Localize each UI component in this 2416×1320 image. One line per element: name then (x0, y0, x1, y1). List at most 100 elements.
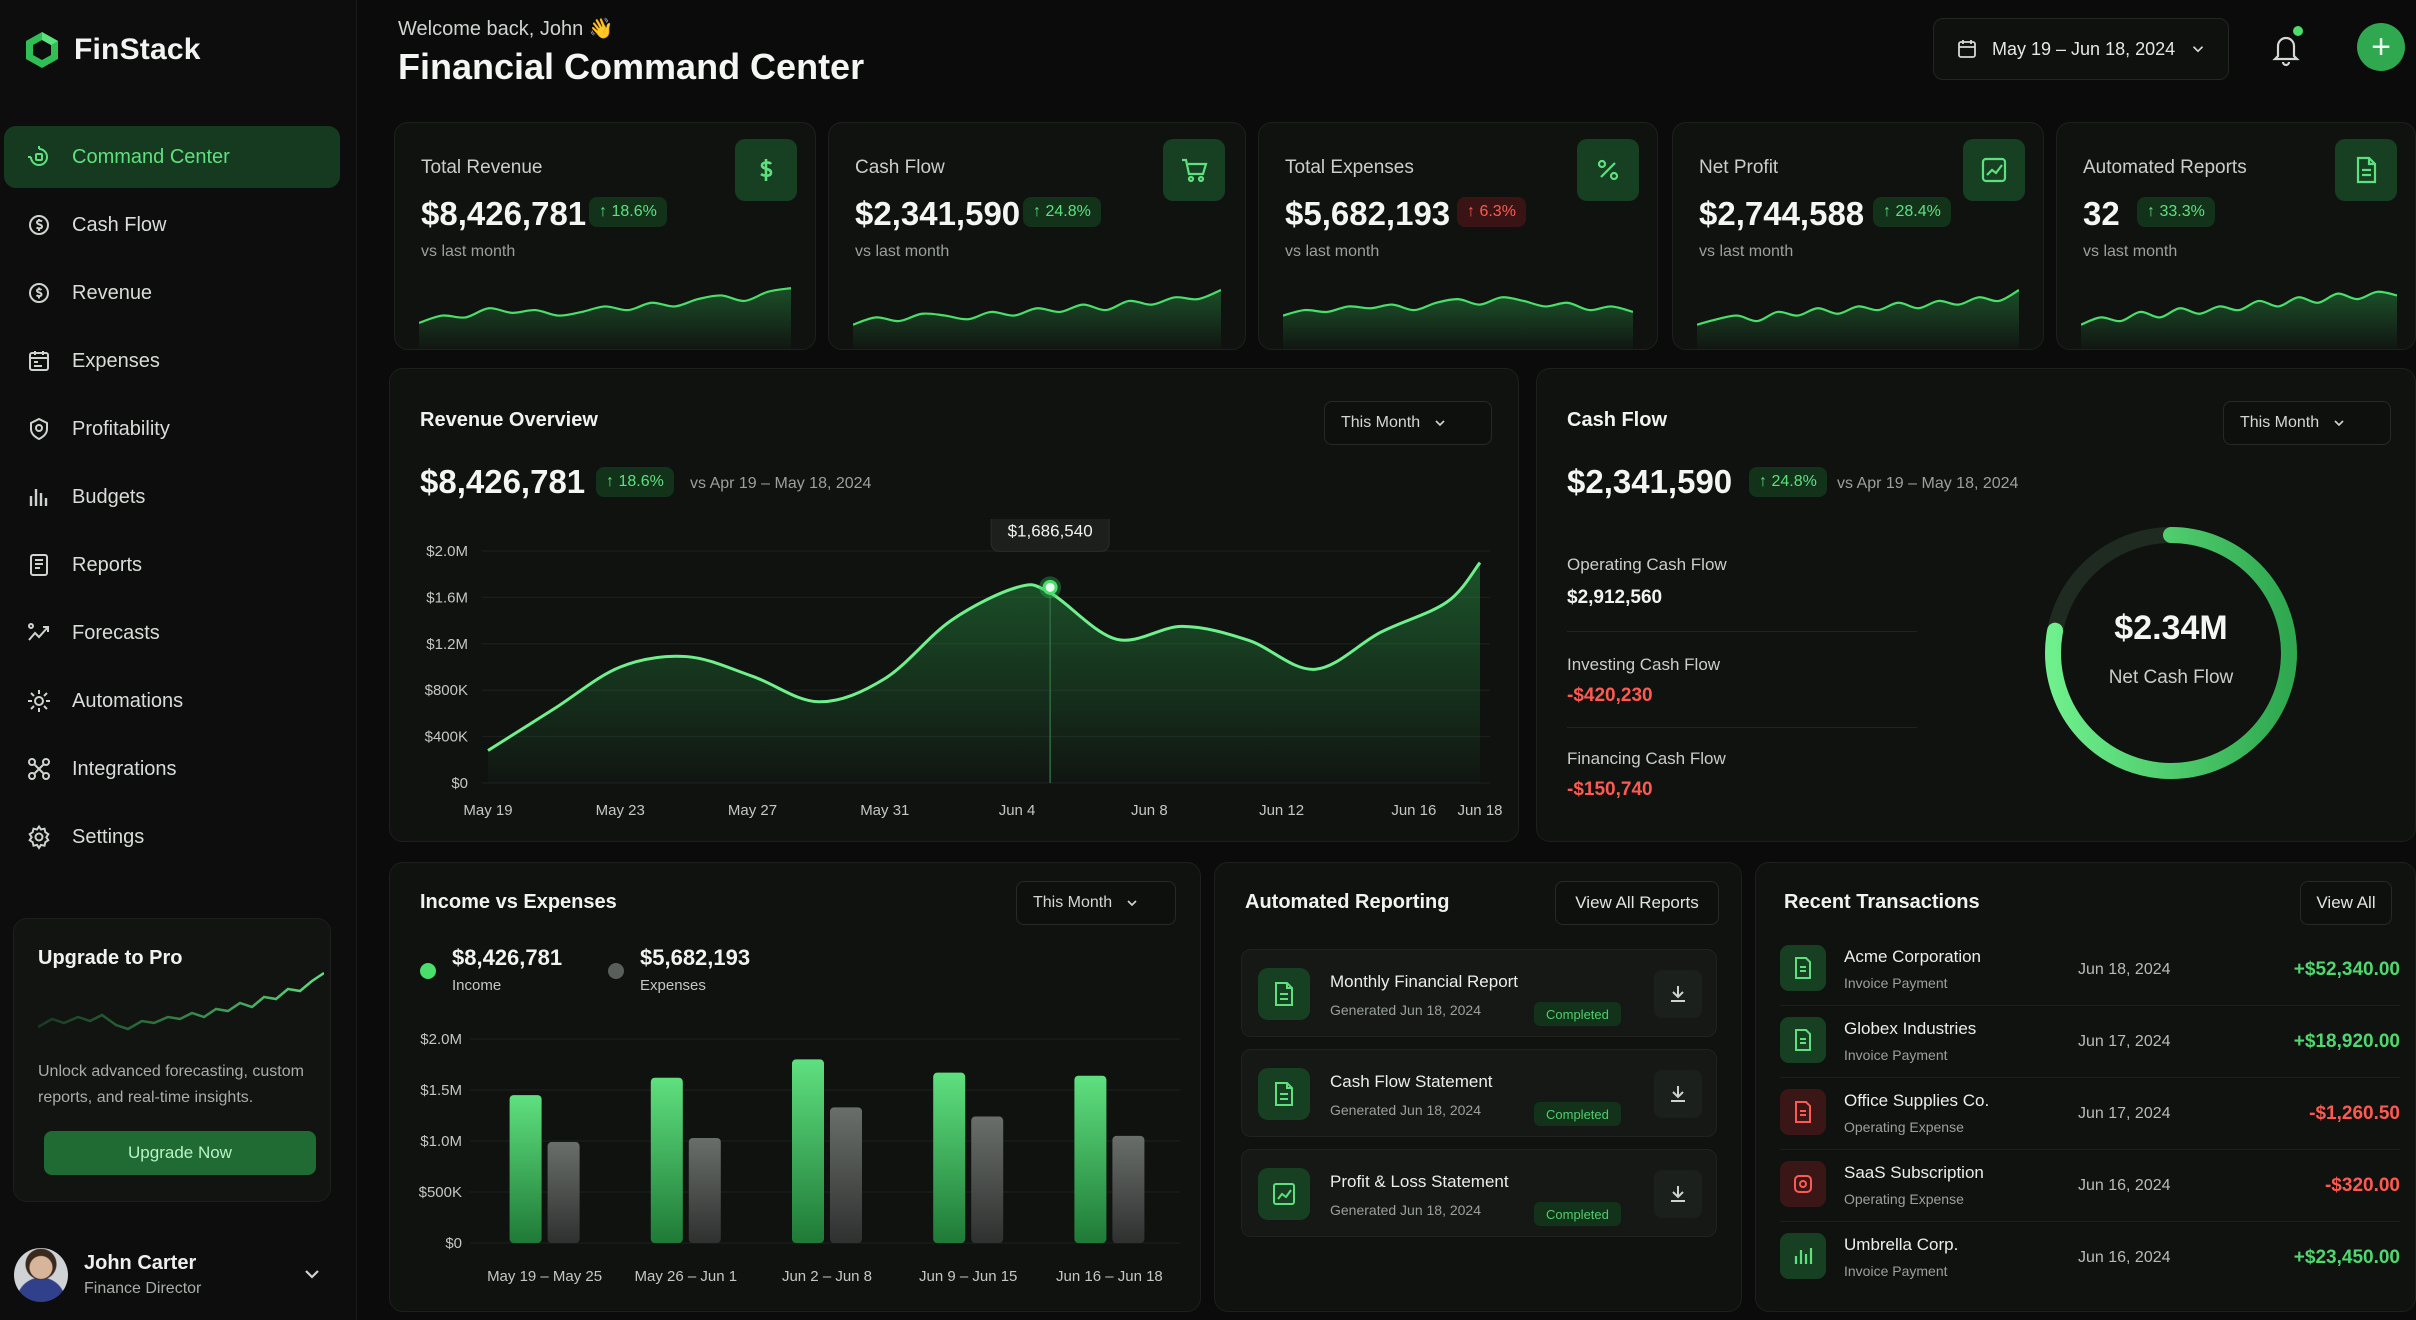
tx-date: Jun 18, 2024 (2078, 961, 2171, 978)
sidebar-item-forecasts[interactable]: Forecasts (4, 602, 340, 664)
y-tick-label: $2.0M (420, 1031, 462, 1048)
revenue-period-dropdown[interactable]: This Month (1324, 401, 1492, 445)
y-tick-label: $0 (445, 1235, 462, 1252)
sparkline-line (1697, 289, 2019, 326)
cash-flow-period-dropdown[interactable]: This Month (2223, 401, 2391, 445)
tx-date: Jun 16, 2024 (2078, 1249, 2171, 1266)
sidebar-item-cash-flow[interactable]: Cash Flow (4, 194, 340, 256)
kpi-sparkline (1283, 296, 1633, 349)
sidebar-item-revenue[interactable]: Revenue (4, 262, 340, 324)
x-tick-label: Jun 18 (1457, 802, 1502, 819)
kpi-card-cash-flow[interactable]: Cash Flow $2,341,590 ↑ 24.8% vs last mon… (828, 122, 1246, 350)
expenses-bar (830, 1107, 862, 1243)
upgrade-card: Upgrade to Pro Unlock advanced forecasti… (13, 918, 331, 1202)
kpi-value: $2,341,590 (855, 195, 1021, 232)
donut-center-value: $2.34M (2114, 609, 2228, 647)
tx-name: Office Supplies Co. (1844, 1091, 1990, 1110)
x-tick-label: Jun 2 – Jun 8 (782, 1268, 872, 1285)
y-tick-label: $1.2M (426, 636, 468, 653)
income-period-dropdown[interactable]: This Month (1016, 881, 1176, 925)
income-bar (933, 1072, 966, 1243)
download-button[interactable] (1654, 970, 1702, 1018)
upgrade-now-button[interactable]: Upgrade Now (44, 1131, 316, 1175)
x-tick-label: May 27 (728, 802, 777, 819)
sparkline-area (2081, 291, 2397, 349)
sidebar-item-expenses[interactable]: Expenses (4, 330, 340, 392)
sidebar-item-integrations[interactable]: Integrations (4, 738, 340, 800)
x-tick-label: Jun 4 (999, 802, 1036, 819)
sidebar-item-label: Cash Flow (72, 213, 167, 236)
automated-reporting-card: Automated Reporting View All Reports Mon… (1214, 862, 1742, 1312)
sidebar-item-label: Command Center (72, 145, 230, 168)
user-profile[interactable]: John Carter Finance Director (14, 1246, 334, 1306)
download-icon (1671, 1086, 1685, 1102)
revenue-area (488, 562, 1480, 783)
tx-date: Jun 17, 2024 (2078, 1033, 2171, 1050)
report-date: Generated Jun 18, 2024 (1330, 1202, 1482, 1218)
table-row[interactable]: Acme Corporation Invoice Payment Jun 18,… (1780, 933, 2400, 1003)
operating-cash-flow-label: Operating Cash Flow (1567, 555, 1727, 574)
download-icon (1671, 986, 1685, 1002)
table-row[interactable]: Office Supplies Co. Operating Expense Ju… (1780, 1077, 2400, 1147)
x-tick-label: Jun 8 (1131, 802, 1168, 819)
bell-icon[interactable] (2268, 28, 2304, 68)
report-icon-box (1258, 1068, 1310, 1120)
brand[interactable]: FinStack (24, 30, 201, 70)
sidebar-item-settings[interactable]: Settings (4, 806, 340, 868)
x-tick-label: May 31 (860, 802, 909, 819)
kpi-card-total-expenses[interactable]: Total Expenses $5,682,193 ↑ 6.3% vs last… (1258, 122, 1658, 350)
report-item[interactable]: Cash Flow Statement Generated Jun 18, 20… (1241, 1049, 1717, 1137)
tx-type: Invoice Payment (1844, 1263, 1948, 1279)
tx-date: Jun 17, 2024 (2078, 1105, 2171, 1122)
user-role: Finance Director (84, 1280, 202, 1297)
chevron-down-icon[interactable] (300, 1262, 324, 1286)
tx-type: Invoice Payment (1844, 1047, 1948, 1063)
report-item[interactable]: Profit & Loss Statement Generated Jun 18… (1241, 1149, 1717, 1237)
income-bar (509, 1095, 542, 1243)
kpi-icon-box (2335, 139, 2397, 201)
brand-name: FinStack (74, 33, 201, 66)
tx-type: Operating Expense (1844, 1119, 1964, 1135)
revenue-area-chart: $0 $400K $800K $1.2M $1.6M $2.0M May 19 May 23 M… (425, 519, 1503, 819)
kpi-subtext: vs last month (1285, 243, 1380, 260)
sidebar-item-budgets[interactable]: Budgets (4, 466, 340, 528)
sidebar-item-automations[interactable]: Automations (4, 670, 340, 732)
table-row[interactable]: Globex Industries Invoice Payment Jun 17… (1780, 1005, 2400, 1075)
x-tick-label: May 19 (463, 802, 512, 819)
table-row[interactable]: Umbrella Corp. Invoice Payment Jun 16, 2… (1780, 1221, 2400, 1291)
report-doc-icon (1275, 1082, 1293, 1106)
revenue-overview-title: Revenue Overview (420, 409, 598, 431)
download-button[interactable] (1654, 1170, 1702, 1218)
kpi-card-total-revenue[interactable]: Total Revenue $8,426,781 ↑ 18.6% vs last… (394, 122, 816, 350)
trend-chart-icon (1981, 157, 2007, 183)
view-all-reports-button[interactable]: View All Reports (1555, 881, 1719, 925)
add-button[interactable]: + (2357, 23, 2405, 71)
expense-doc-icon (1795, 1101, 1811, 1123)
view-all-transactions-button[interactable]: View All (2300, 881, 2392, 925)
legend-expenses-value: $5,682,193 (640, 945, 751, 970)
sidebar-item-command-center[interactable]: Command Center (4, 126, 340, 188)
legend-expenses-label: Expenses (640, 977, 706, 994)
report-item[interactable]: Monthly Financial Report Generated Jun 1… (1241, 949, 1717, 1037)
sidebar-item-reports[interactable]: Reports (4, 534, 340, 596)
tx-icon-box (1780, 1233, 1826, 1279)
download-button[interactable] (1654, 1070, 1702, 1118)
kpi-sparkline (2081, 290, 2397, 349)
revenue-overview-value: $8,426,781 (420, 463, 586, 500)
table-row[interactable]: SaaS Subscription Operating Expense Jun … (1780, 1149, 2400, 1219)
chevron-down-icon (1127, 900, 1137, 907)
income-bar (650, 1077, 683, 1243)
avatar (14, 1248, 68, 1302)
kpi-icon-box (1577, 139, 1639, 201)
sidebar-item-profitability[interactable]: Profitability (4, 398, 340, 460)
budgets-icon (29, 489, 48, 506)
sparkline-area (1283, 297, 1633, 349)
donut-progress (2045, 527, 2297, 779)
kpi-card-automated-reports[interactable]: Automated Reports 32 ↑ 33.3% vs last mon… (2056, 122, 2416, 350)
tx-amount: -$1,260.50 (2309, 1103, 2400, 1124)
kpi-card-net-profit[interactable]: Net Profit $2,744,588 ↑ 28.4% vs last mo… (1672, 122, 2044, 350)
legend-income-value: $8,426,781 (452, 945, 563, 970)
date-range-picker[interactable]: May 19 – Jun 18, 2024 (1933, 18, 2229, 80)
tx-date: Jun 16, 2024 (2078, 1177, 2171, 1194)
